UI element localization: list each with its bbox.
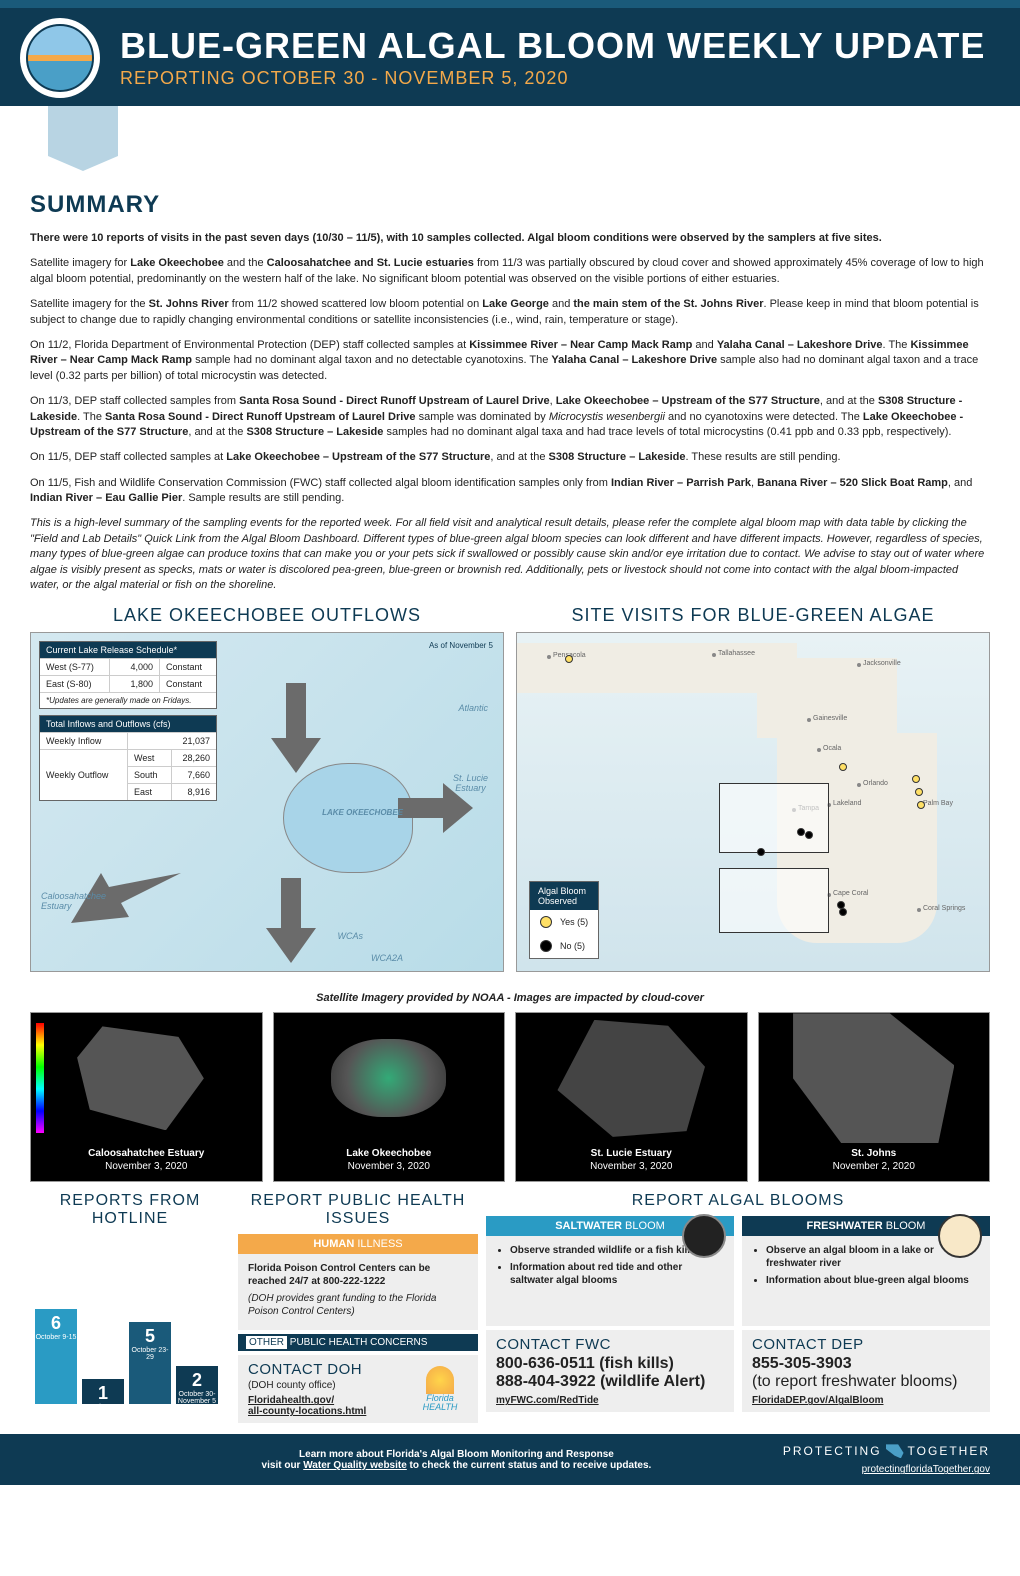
outflows-map-title: LAKE OKEECHOBEE OUTFLOWS bbox=[30, 605, 504, 626]
contact-dep-title: CONTACT DEP bbox=[752, 1336, 980, 1353]
site-visits-map-title: SITE VISITS FOR BLUE-GREEN ALGAE bbox=[516, 605, 990, 626]
florida-icon bbox=[886, 1444, 904, 1458]
site-visits-map: Algal Bloom Observed Yes (5) No (5) Pens… bbox=[516, 632, 990, 972]
visits-legend: Algal Bloom Observed Yes (5) No (5) bbox=[529, 881, 599, 959]
page-title: BLUE-GREEN ALGAL BLOOM WEEKLY UPDATE bbox=[120, 28, 985, 64]
doh-link[interactable]: Floridahealth.gov/ all-county-locations.… bbox=[248, 1395, 404, 1417]
satellite-tile: Lake OkeechobeeNovember 3, 2020 bbox=[273, 1012, 506, 1182]
algal-panel: REPORT ALGAL BLOOMS SALTWATER BLOOM Obse… bbox=[486, 1192, 990, 1424]
satellite-tile: St. Lucie EstuaryNovember 3, 2020 bbox=[515, 1012, 748, 1182]
satellite-tile: St. JohnsNovember 2, 2020 bbox=[758, 1012, 991, 1182]
algal-title: REPORT ALGAL BLOOMS bbox=[486, 1192, 990, 1210]
satellite-row: Caloosahatchee EstuaryNovember 3, 2020La… bbox=[0, 1012, 1020, 1182]
page-header: BLUE-GREEN ALGAL BLOOM WEEKLY UPDATE REP… bbox=[0, 0, 1020, 106]
health-title: REPORT PUBLIC HEALTH ISSUES bbox=[238, 1192, 478, 1228]
page-subtitle: REPORTING OCTOBER 30 - NOVEMBER 5, 2020 bbox=[120, 68, 985, 89]
summary-title: SUMMARY bbox=[30, 191, 990, 219]
release-schedule-table: Current Lake Release Schedule* West (S-7… bbox=[39, 641, 217, 709]
hotline-bar: 2October 30- November 5 bbox=[176, 1366, 218, 1404]
flows-table: Total Inflows and Outflows (cfs) Weekly … bbox=[39, 715, 217, 801]
hotline-bar: 1October 16-22 bbox=[82, 1379, 124, 1404]
dep-logo bbox=[20, 18, 100, 98]
dep-link[interactable]: FloridaDEP.gov/AlgalBloom bbox=[752, 1395, 980, 1406]
site-visits-map-panel: SITE VISITS FOR BLUE-GREEN ALGAE Algal B… bbox=[516, 605, 990, 972]
page-footer: Learn more about Florida's Algal Bloom M… bbox=[0, 1434, 1020, 1485]
health-panel: REPORT PUBLIC HEALTH ISSUES HUMAN ILLNES… bbox=[238, 1192, 478, 1424]
water-quality-link[interactable]: Water Quality website bbox=[303, 1460, 407, 1471]
fwc-link[interactable]: myFWC.com/RedTide bbox=[496, 1395, 724, 1406]
satellite-tile: Caloosahatchee EstuaryNovember 3, 2020 bbox=[30, 1012, 263, 1182]
protecting-link[interactable]: protectingfloridaTogether.gov bbox=[783, 1464, 990, 1475]
header-ribbon bbox=[48, 106, 118, 156]
hotline-bar: 6October 9-15 bbox=[35, 1309, 77, 1404]
hotline-title: REPORTS FROM HOTLINE bbox=[30, 1192, 230, 1228]
satellite-caption: Satellite Imagery provided by NOAA - Ima… bbox=[0, 992, 1020, 1004]
contact-fwc-title: CONTACT FWC bbox=[496, 1336, 724, 1353]
hotline-chart: 6October 9-151October 16-225October 23-2… bbox=[30, 1234, 230, 1424]
outflows-map: As of November 5 Current Lake Release Sc… bbox=[30, 632, 504, 972]
map-asof-label: As of November 5 bbox=[429, 641, 493, 650]
hotline-bar: 5October 23-29 bbox=[129, 1322, 171, 1404]
hotline-panel: REPORTS FROM HOTLINE 6October 9-151Octob… bbox=[30, 1192, 230, 1424]
outflows-map-panel: LAKE OKEECHOBEE OUTFLOWS As of November … bbox=[30, 605, 504, 972]
contact-doh-title: CONTACT DOH bbox=[248, 1361, 404, 1378]
summary-body: There were 10 reports of visits in the p… bbox=[30, 231, 990, 593]
visit-dot bbox=[757, 848, 765, 856]
